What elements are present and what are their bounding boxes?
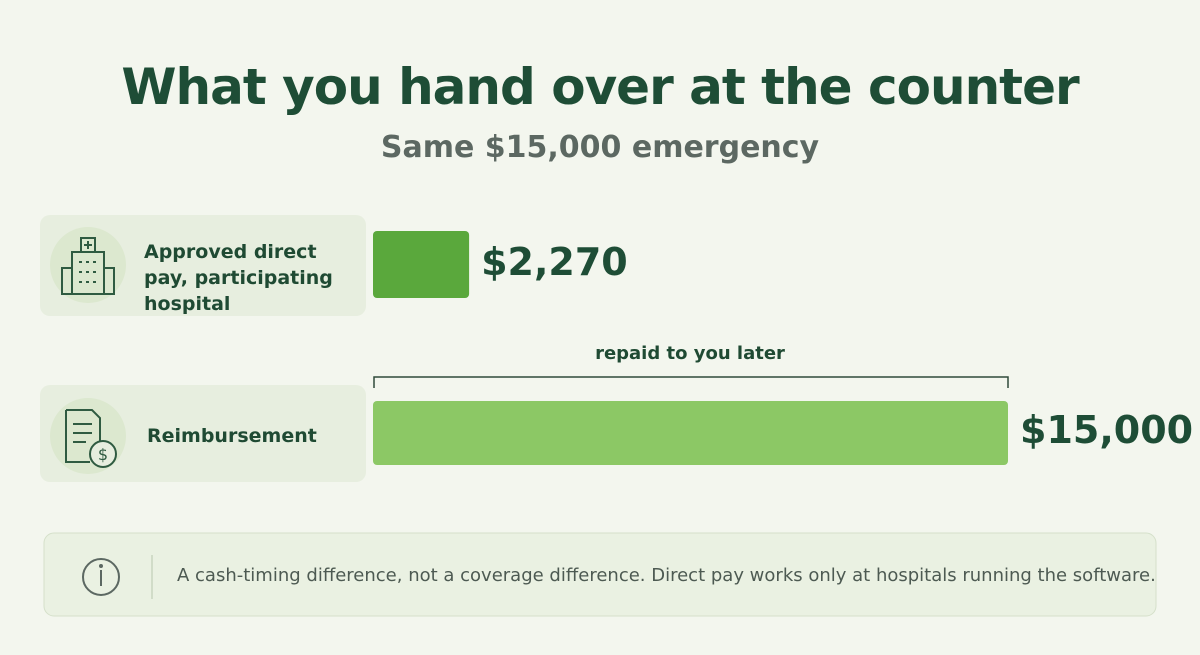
note: A cash-timing difference, not a coverage… [177, 565, 1156, 586]
receipt-icon: $ [50, 398, 126, 474]
svg-text:$: $ [98, 445, 108, 464]
chart-subtitle: Same $15,000 emergency [380, 130, 820, 165]
label-card [40, 385, 366, 482]
label-card [40, 215, 366, 316]
bar [373, 401, 1008, 465]
category-label: Approved direct pay, participating hospi… [144, 241, 333, 315]
bar [373, 231, 470, 298]
category-label: Reimbursement [147, 425, 317, 447]
chart-title: What you hand over at the counter [121, 58, 1079, 116]
value-label: $15,000 [1020, 408, 1194, 452]
note-box [43, 532, 1157, 617]
info-icon [82, 558, 120, 596]
hospital-icon [50, 227, 126, 303]
annotation: repaid to you later [595, 343, 785, 364]
bracket [373, 376, 1009, 388]
value-label: $2,270 [481, 239, 628, 284]
